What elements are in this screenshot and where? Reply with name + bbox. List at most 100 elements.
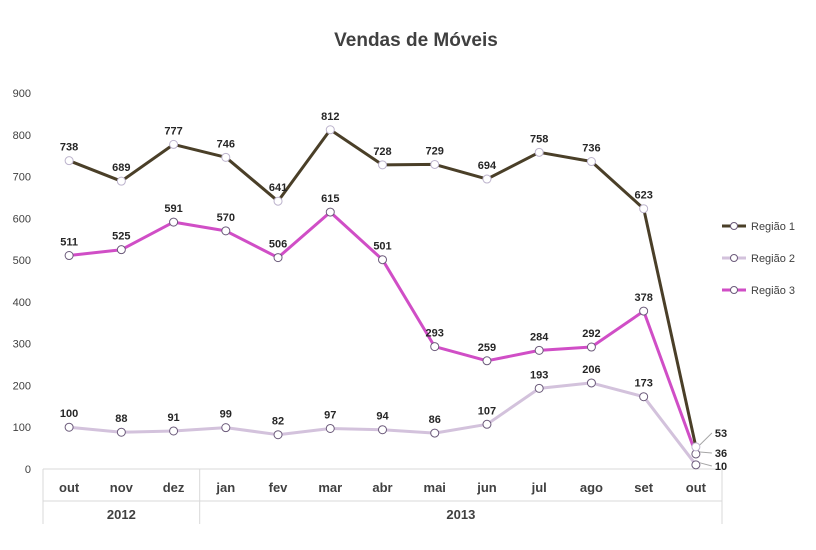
data-point-marker: [169, 217, 179, 227]
y-tick-label: 200: [13, 380, 31, 392]
y-tick-label: 0: [25, 464, 31, 476]
chart-title: Vendas de Móveis: [334, 30, 498, 51]
data-point-marker: [534, 345, 544, 355]
data-point-marker: [64, 422, 74, 432]
data-point-marker: [430, 342, 440, 352]
data-point-marker: [691, 442, 701, 452]
data-label: 88: [115, 413, 127, 425]
x-tick-label: jun: [476, 480, 497, 495]
label-leader-line: [699, 432, 713, 446]
legend: Região 1 Região 2 Região 3: [722, 221, 795, 297]
data-label: 641: [269, 182, 287, 194]
data-point-marker: [534, 383, 544, 393]
y-axis: 0 100 200 300 400 500 600 700 800 900: [13, 88, 31, 476]
data-label: 293: [426, 328, 444, 340]
data-label: 97: [324, 409, 336, 421]
data-point-marker: [221, 423, 231, 433]
legend-label: Região 2: [751, 253, 795, 265]
data-label: 689: [112, 162, 130, 174]
legend-marker: [730, 222, 738, 230]
data-point-marker: [586, 342, 596, 352]
x-axis: out nov dez jan fev mar abr mai jun jul ago set out 2…: [42, 468, 723, 524]
data-point-marker: [116, 427, 126, 437]
x-group-label: 2013: [446, 507, 475, 522]
data-label: 10: [715, 461, 727, 473]
data-point-marker: [378, 425, 387, 435]
data-point-marker: [482, 419, 492, 429]
data-label: 746: [217, 138, 235, 150]
x-tick-label: out: [686, 480, 707, 495]
data-label: 100: [60, 408, 78, 420]
x-tick-label: out: [59, 480, 80, 495]
data-label: 506: [269, 239, 287, 251]
data-label: 570: [217, 212, 235, 224]
data-label: 91: [167, 412, 179, 424]
legend-label: Região 3: [751, 285, 795, 297]
data-label: 728: [373, 146, 391, 158]
y-tick-label: 300: [13, 339, 31, 351]
x-tick-label: fev: [269, 480, 289, 495]
legend-marker: [730, 286, 738, 294]
data-label: 86: [429, 414, 441, 426]
data-label: 94: [376, 411, 389, 423]
data-point-marker: [169, 426, 179, 436]
x-group-label: 2012: [107, 507, 136, 522]
x-tick-label: jul: [531, 480, 547, 495]
label-leader-line: [699, 462, 713, 467]
data-label: 284: [530, 331, 549, 343]
y-tick-label: 600: [13, 213, 31, 225]
legend-marker: [730, 254, 738, 262]
y-tick-label: 800: [13, 130, 31, 142]
data-point-marker: [273, 430, 283, 440]
data-label: 173: [634, 378, 652, 390]
x-tick-label: abr: [372, 480, 392, 495]
x-tick-label: set: [634, 480, 653, 495]
data-label: 53: [715, 428, 727, 440]
data-label: 501: [373, 241, 391, 253]
data-point-marker: [639, 392, 649, 402]
data-point-marker: [273, 196, 283, 206]
data-label: 623: [634, 190, 652, 202]
x-tick-label: dez: [163, 480, 185, 495]
data-label: 107: [478, 405, 496, 417]
data-point-marker: [639, 204, 649, 214]
data-label: 738: [60, 142, 78, 154]
data-point-marker: [325, 207, 335, 217]
data-label: 812: [321, 111, 339, 123]
data-point-marker: [586, 378, 596, 388]
series-line: [68, 381, 698, 466]
data-label: 777: [164, 125, 182, 137]
data-label: 525: [112, 231, 130, 243]
data-label: 758: [530, 133, 548, 145]
data-point-marker: [482, 356, 492, 366]
data-point-marker: [482, 174, 492, 184]
data-point-marker: [639, 306, 649, 316]
data-point-marker: [430, 159, 440, 169]
series-layer: [64, 125, 701, 470]
data-label: 694: [478, 160, 497, 172]
data-label: 736: [582, 143, 600, 155]
data-point-marker: [221, 152, 231, 162]
data-point-marker: [64, 156, 74, 166]
data-point-marker: [64, 251, 74, 261]
data-label: 591: [164, 203, 182, 215]
data-label: 259: [478, 342, 496, 354]
data-point-marker: [325, 423, 335, 433]
data-point-marker: [325, 125, 335, 135]
y-tick-label: 100: [13, 422, 31, 434]
y-tick-label: 400: [13, 297, 31, 309]
x-tick-label: mai: [424, 480, 446, 495]
legend-label: Região 1: [751, 221, 795, 233]
data-point-marker: [691, 460, 701, 470]
data-label: 292: [582, 328, 600, 340]
data-label: 729: [426, 145, 444, 157]
data-point-marker: [169, 139, 179, 149]
series-line: [68, 128, 698, 448]
data-label: 378: [634, 292, 652, 304]
data-point-marker: [116, 245, 126, 255]
data-label: 511: [60, 237, 78, 249]
label-leader-line: [699, 451, 712, 454]
x-tick-label: nov: [110, 480, 134, 495]
data-point-marker: [221, 226, 231, 236]
